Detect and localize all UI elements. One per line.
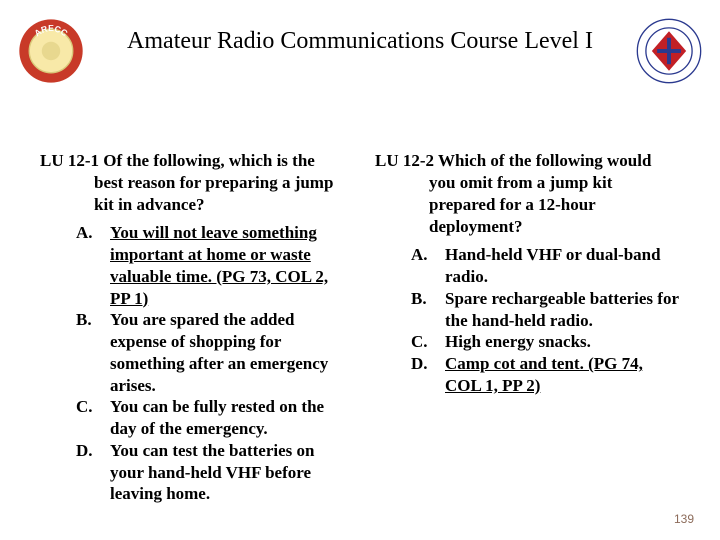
question-12-1: LU 12-1 Of the following, which is the b… <box>40 150 345 216</box>
question-12-2: LU 12-2 Which of the following would you… <box>375 150 680 238</box>
choices-12-1: A. You will not leave something importan… <box>40 222 345 505</box>
choices-12-2: A. Hand-held VHF or dual-band radio. B. … <box>375 244 680 396</box>
right-column: LU 12-2 Which of the following would you… <box>375 150 680 505</box>
choice-letter: C. <box>411 331 445 353</box>
choice-item: B. You are spared the added expense of s… <box>40 309 345 396</box>
choice-item: C. High energy snacks. <box>375 331 680 353</box>
choice-text: You will not leave something important a… <box>110 222 345 309</box>
choice-text: Hand-held VHF or dual-band radio. <box>445 244 680 288</box>
left-column: LU 12-1 Of the following, which is the b… <box>40 150 345 505</box>
choice-item: C. You can be fully rested on the day of… <box>40 396 345 440</box>
header: Amateur Radio Communications Course Leve… <box>0 28 720 55</box>
choice-letter: A. <box>76 222 110 244</box>
course-title: Amateur Radio Communications Course Leve… <box>127 28 593 55</box>
choice-text: High energy snacks. <box>445 331 680 353</box>
choice-item: A. Hand-held VHF or dual-band radio. <box>375 244 680 288</box>
page-number: 139 <box>674 512 694 526</box>
choice-item: A. You will not leave something importan… <box>40 222 345 309</box>
choice-letter: A. <box>411 244 445 266</box>
page: ARECC Amateur Radio Communications Cours… <box>0 0 720 540</box>
choice-text: Spare rechargeable batteries for the han… <box>445 288 680 332</box>
choice-text: You can be fully rested on the day of th… <box>110 396 345 440</box>
choice-item: D. Camp cot and tent. (PG 74, COL 1, PP … <box>375 353 680 397</box>
content-columns: LU 12-1 Of the following, which is the b… <box>40 150 680 505</box>
choice-letter: C. <box>76 396 110 418</box>
choice-text: Camp cot and tent. (PG 74, COL 1, PP 2) <box>445 353 680 397</box>
choice-text: You are spared the added expense of shop… <box>110 309 345 396</box>
choice-text: You can test the batteries on your hand-… <box>110 440 345 505</box>
choice-item: B. Spare rechargeable batteries for the … <box>375 288 680 332</box>
choice-letter: D. <box>76 440 110 462</box>
choice-letter: B. <box>76 309 110 331</box>
choice-letter: B. <box>411 288 445 310</box>
choice-letter: D. <box>411 353 445 375</box>
choice-item: D. You can test the batteries on your ha… <box>40 440 345 505</box>
